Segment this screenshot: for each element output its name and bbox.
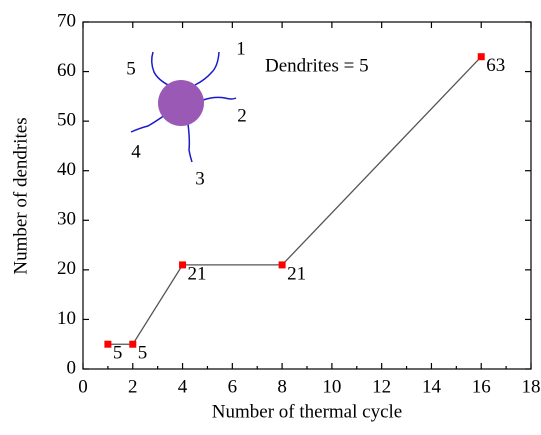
- y-tick-label: 30: [57, 209, 76, 230]
- y-tick-label: 70: [57, 10, 76, 31]
- x-tick-label: 4: [178, 376, 188, 397]
- data-label: 21: [188, 263, 207, 284]
- data-point: [104, 340, 112, 348]
- annotation: Dendrites = 5: [265, 55, 369, 76]
- y-axis-label: Number of dendrites: [10, 117, 31, 274]
- x-tick-label: 14: [422, 376, 442, 397]
- dendrite-inset: [130, 51, 237, 163]
- x-tick-label: 8: [277, 376, 287, 397]
- x-tick-label: 18: [522, 376, 541, 397]
- y-tick-label: 50: [57, 110, 76, 131]
- x-tick-label: 10: [322, 376, 341, 397]
- y-tick-label: 10: [57, 308, 76, 329]
- data-label: 63: [486, 55, 505, 76]
- y-tick-label: 40: [57, 159, 76, 180]
- inset-label: 5: [126, 58, 136, 79]
- data-label: 21: [287, 263, 306, 284]
- x-tick-label: 6: [228, 376, 238, 397]
- inset-label: 1: [236, 38, 246, 59]
- data-point: [129, 340, 137, 348]
- data-label: 5: [138, 343, 148, 364]
- y-tick-label: 0: [67, 357, 77, 378]
- inset-label: 4: [131, 141, 141, 162]
- data-label: 5: [113, 343, 123, 364]
- data-point: [278, 261, 286, 269]
- inset-label: 2: [237, 105, 247, 126]
- y-tick-label: 20: [57, 258, 76, 279]
- y-tick-label: 60: [57, 60, 76, 81]
- data-point: [477, 53, 485, 61]
- x-tick-label: 2: [128, 376, 138, 397]
- x-tick-label: 12: [372, 376, 391, 397]
- x-tick-label: 16: [472, 376, 491, 397]
- inset-label: 3: [195, 168, 205, 189]
- data-point: [179, 261, 187, 269]
- x-axis-label: Number of thermal cycle: [212, 401, 402, 422]
- x-tick-label: 0: [78, 376, 88, 397]
